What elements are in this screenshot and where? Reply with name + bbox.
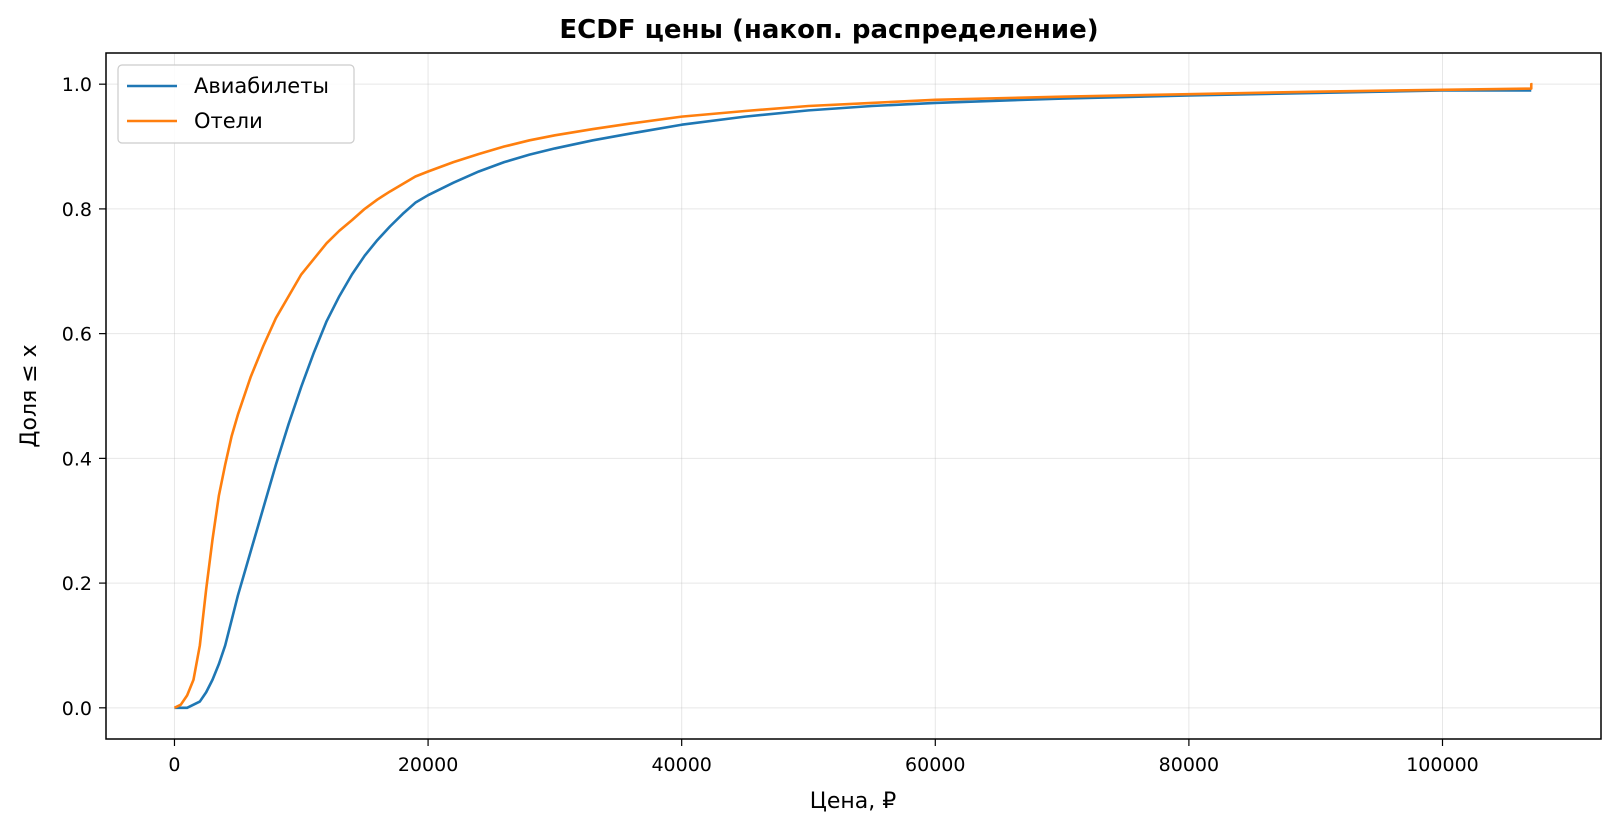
- legend-label-oteli: Отели: [194, 109, 263, 133]
- legend-box: [117, 64, 355, 144]
- y-tick-label: 0.0: [62, 698, 92, 720]
- y-tick-label: 1.0: [62, 74, 92, 96]
- chart-title: ECDF цены (накоп. распределение): [559, 15, 1098, 45]
- ticks: 0 20000 40000 60000 80000 100000 0.0 0.2 0.4 0.6 0…: [62, 74, 1479, 776]
- series-group: [173, 82, 1533, 710]
- legend-label-aviabilety: Авиабилеты: [194, 74, 329, 98]
- series-line-oteli: [173, 82, 1533, 709]
- y-tick-label: 0.6: [62, 324, 92, 346]
- plot-frame: [105, 52, 1602, 740]
- y-tick-label: 0.2: [62, 573, 92, 595]
- x-tick-label: 20000: [398, 754, 458, 776]
- x-tick-label: 80000: [1159, 754, 1219, 776]
- y-tick-label: 0.8: [62, 199, 92, 221]
- legend: Авиабилеты Отели: [117, 64, 355, 144]
- y-tick-label: 0.4: [62, 448, 92, 470]
- y-axis-label: Доля ≤ x: [17, 344, 42, 447]
- x-tick-label: 40000: [651, 754, 711, 776]
- grid: [106, 53, 1601, 739]
- x-tick-label: 0: [168, 754, 180, 776]
- x-tick-label: 100000: [1406, 754, 1479, 776]
- x-axis-label: Цена, ₽: [810, 789, 896, 814]
- x-tick-label: 60000: [905, 754, 965, 776]
- series-line-aviabilety: [174, 89, 1532, 710]
